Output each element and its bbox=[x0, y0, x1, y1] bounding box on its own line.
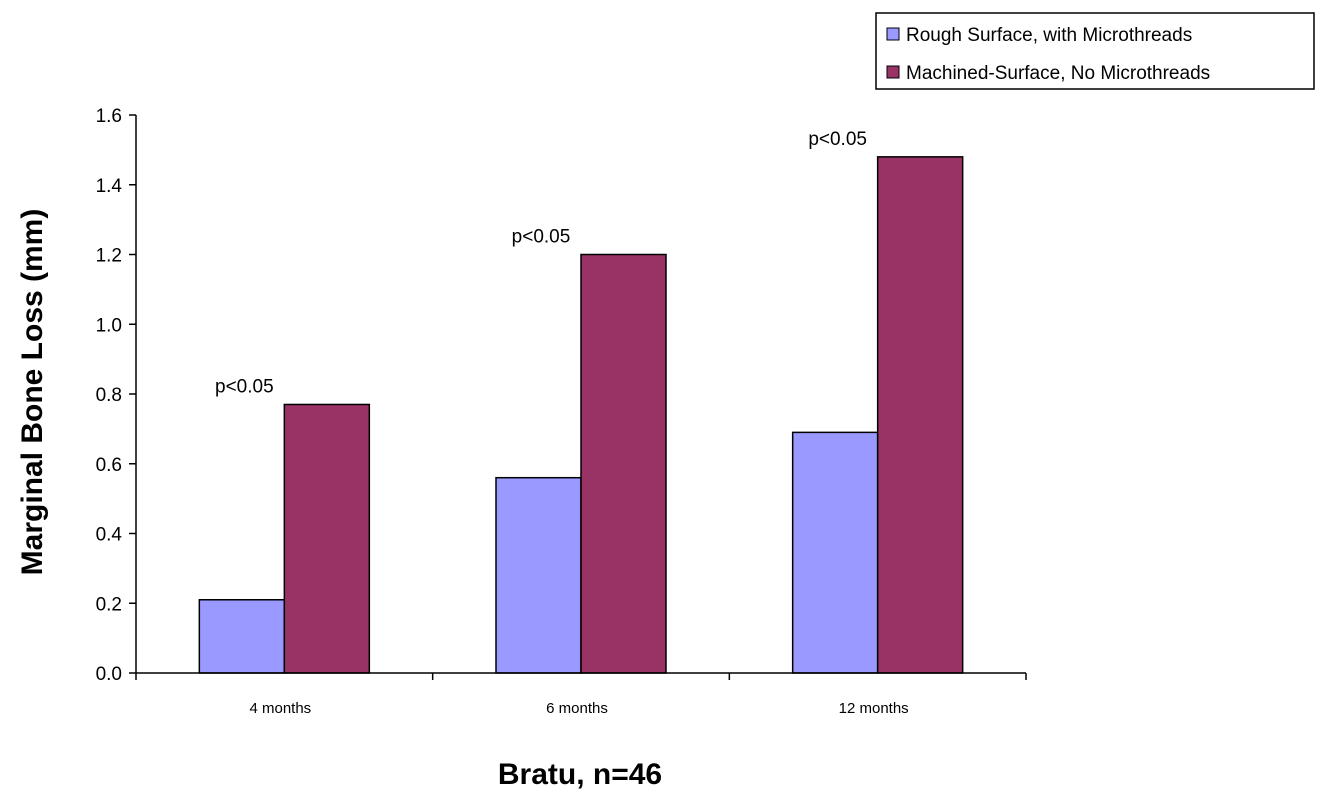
y-tick-label: 0.0 bbox=[96, 664, 122, 685]
legend: Rough Surface, with Microthreads Machine… bbox=[875, 12, 1315, 90]
legend-swatch-machined bbox=[886, 65, 900, 79]
bar-machined bbox=[283, 403, 371, 674]
x-tick-label: 6 months bbox=[546, 700, 608, 717]
y-tick-label: 1.2 bbox=[96, 246, 122, 267]
legend-label-machined: Machined-Surface, No Microthreads bbox=[906, 63, 1210, 84]
legend-label-rough: Rough Surface, with Microthreads bbox=[906, 25, 1192, 46]
x-axis-ticks: 4 months 6 months 12 months bbox=[135, 673, 1027, 717]
x-tick-label: 12 months bbox=[839, 700, 909, 717]
y-tick-label: 0.2 bbox=[96, 594, 122, 615]
y-tick-label: 1.0 bbox=[96, 315, 122, 336]
bar-machined bbox=[876, 156, 964, 674]
y-tick-label: 1.4 bbox=[96, 176, 123, 197]
bar-machined bbox=[580, 253, 667, 674]
x-tick-label: 4 months bbox=[249, 700, 311, 717]
y-tick-label: 0.4 bbox=[96, 525, 123, 546]
annotations: p<0.05 p<0.05 p<0.05 bbox=[215, 129, 867, 398]
significance-annotation: p<0.05 bbox=[215, 376, 274, 397]
significance-annotation: p<0.05 bbox=[808, 129, 867, 150]
y-axis-ticks: 0.0 0.2 0.4 0.6 0.8 1.0 1.2 1.4 1.6 bbox=[96, 106, 136, 685]
bar-rough bbox=[791, 431, 879, 674]
significance-annotation: p<0.05 bbox=[512, 227, 571, 248]
legend-box bbox=[875, 12, 1315, 90]
y-axis-label: Marginal Bone Loss (mm) bbox=[16, 209, 49, 576]
x-axis-label: Bratu, n=46 bbox=[498, 758, 662, 791]
y-tick-label: 0.8 bbox=[96, 385, 122, 406]
bar-rough bbox=[495, 476, 582, 674]
bars bbox=[198, 156, 964, 674]
legend-swatch-rough bbox=[886, 27, 900, 41]
y-tick-label: 0.6 bbox=[96, 455, 122, 476]
bar-rough bbox=[198, 599, 286, 674]
y-tick-label: 1.6 bbox=[96, 106, 122, 127]
